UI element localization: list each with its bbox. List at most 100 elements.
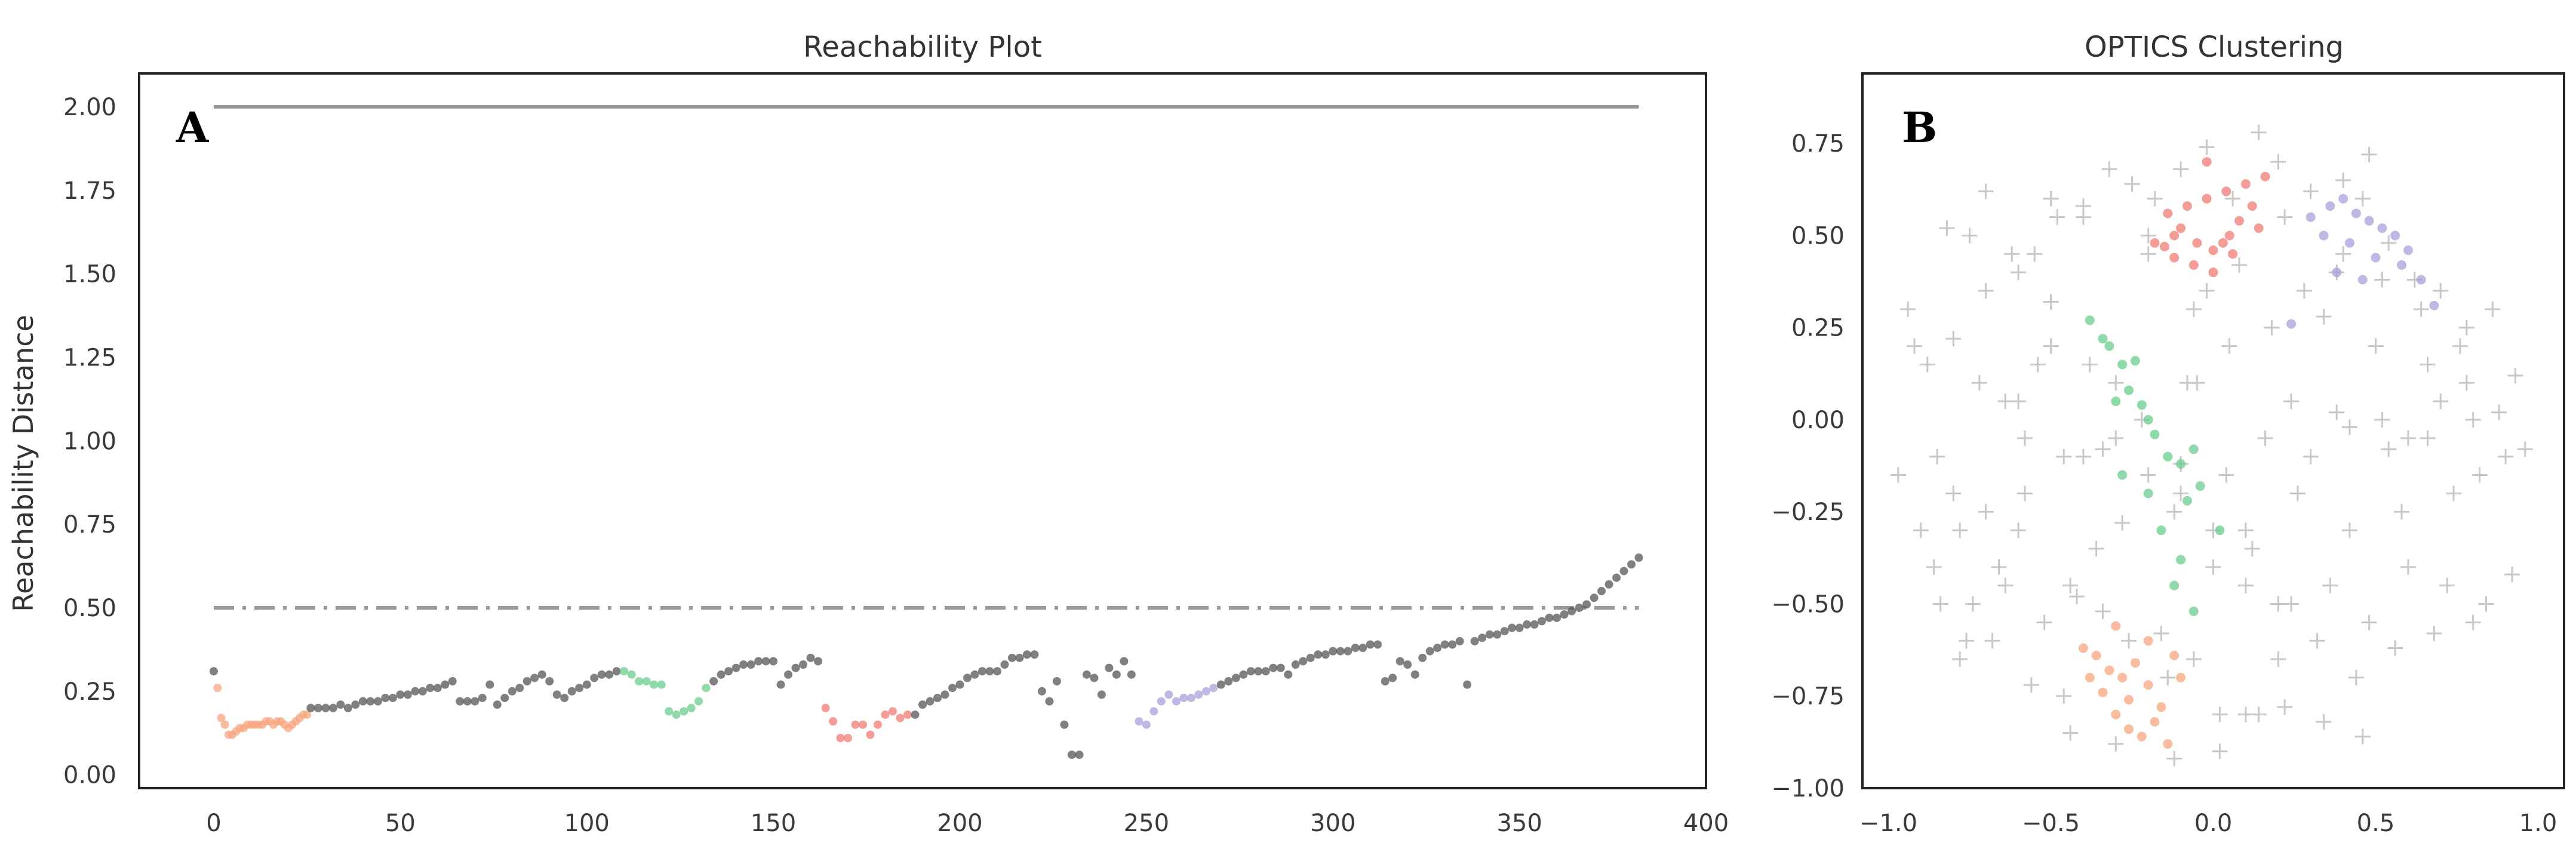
cluster-point: [2215, 525, 2225, 536]
noise-point: [2426, 625, 2442, 641]
reachability-point: [1149, 707, 1158, 716]
noise-point: [2221, 338, 2237, 354]
optics-y-tick-label: 0.50: [1791, 222, 1845, 250]
noise-point: [2082, 356, 2098, 373]
reachability-point: [1493, 630, 1502, 639]
reachability-point: [1508, 623, 1517, 632]
reachability-point: [1306, 653, 1315, 662]
reachability-point: [411, 687, 420, 696]
reachability-point: [829, 717, 838, 726]
reachability-point: [680, 707, 688, 716]
reachability-point: [463, 697, 472, 706]
noise-point: [2341, 522, 2357, 539]
panel-label-a: A: [176, 103, 210, 152]
reachability-point: [836, 734, 845, 743]
noise-point: [2303, 183, 2319, 199]
reachability-point: [784, 670, 793, 679]
reachability-point: [799, 660, 808, 669]
reachability-point: [1575, 603, 1584, 612]
reachability-point: [1052, 677, 1061, 686]
reachability-point: [1112, 670, 1121, 679]
reachability-point: [1470, 636, 1479, 645]
noise-point: [2011, 393, 2027, 410]
reachability-point: [1314, 650, 1323, 659]
reachability-x-ticks: 0 50 100 150 200 250 300 350 400: [206, 810, 1729, 837]
cluster-point: [2111, 621, 2121, 631]
reachability-point: [1231, 674, 1240, 682]
reachability-point: [746, 660, 755, 669]
reachability-point: [1022, 650, 1031, 659]
reachability-point: [1082, 670, 1091, 679]
reachability-x-tick-label: 400: [1683, 810, 1729, 837]
noise-point: [2185, 651, 2202, 668]
noise-point: [2049, 209, 2065, 225]
cluster-point: [2163, 208, 2173, 219]
noise-point: [1997, 577, 2014, 593]
cluster-point: [2111, 709, 2121, 719]
noise-point: [2237, 522, 2254, 539]
cluster-point: [2111, 396, 2121, 407]
noise-point: [2056, 688, 2072, 704]
reachability-point: [537, 670, 546, 679]
noise-point: [2016, 430, 2033, 446]
optics-y-tick-label: 0.75: [1791, 130, 1845, 158]
cluster-point: [2364, 216, 2374, 226]
noise-point: [2225, 190, 2241, 207]
cluster-point: [2169, 650, 2180, 660]
noise-point: [1890, 467, 1906, 483]
noise-point: [2185, 301, 2202, 317]
noise-point: [1984, 633, 2000, 649]
optics-clustering-panel: OPTICS Clustering −1.00 −0.75 −0.50 −0.25 0.…: [1771, 30, 2565, 837]
reachability-point: [709, 677, 718, 686]
reachability-point: [1395, 657, 1404, 666]
reachability-point: [1388, 674, 1397, 682]
reachability-reference-lines: [213, 104, 1639, 610]
optics-x-ticks: −1.0 −0.5 0.0 0.5 1.0: [1859, 810, 2557, 837]
reachability-point: [515, 684, 524, 693]
reachability-point: [1500, 627, 1509, 636]
reachability-point: [597, 670, 606, 679]
reachability-point: [1015, 653, 1024, 662]
noise-point: [2023, 677, 2039, 693]
reachability-point: [213, 684, 222, 693]
reachability-point: [1410, 670, 1419, 679]
noise-point: [2303, 448, 2319, 465]
noise-point: [2244, 540, 2260, 556]
reachability-point: [530, 674, 539, 682]
reachability-points: [209, 553, 1643, 759]
reachability-point: [948, 684, 957, 693]
reachability-point: [874, 720, 883, 729]
cluster-point: [2188, 260, 2199, 270]
reachability-point: [977, 667, 986, 676]
noise-point: [1959, 633, 1975, 649]
noise-point: [1919, 356, 1935, 373]
optics-plot-frame: [1861, 72, 2565, 789]
reachability-point: [575, 684, 584, 693]
noise-point: [1978, 283, 1994, 299]
noise-point: [1900, 301, 1916, 317]
noise-point: [2400, 559, 2416, 575]
noise-point: [2341, 419, 2357, 435]
cluster-point: [2208, 245, 2218, 256]
reachability-point: [582, 680, 591, 689]
reachability-point: [1157, 697, 1166, 706]
noise-point: [2381, 441, 2397, 457]
reachability-point: [1336, 647, 1345, 656]
reachability-point: [448, 677, 457, 686]
cluster-point: [2130, 356, 2140, 366]
reachability-point: [1164, 690, 1173, 699]
reachability-point: [1425, 647, 1434, 656]
cluster-point: [2085, 315, 2095, 325]
cluster-point: [2085, 672, 2095, 682]
reachability-point: [1276, 663, 1285, 672]
noise-point: [2218, 467, 2234, 483]
reachability-point: [642, 677, 651, 686]
reachability-point: [985, 667, 994, 676]
cluster-point: [2091, 650, 2101, 660]
optics-x-tick-label: 1.0: [2519, 810, 2557, 837]
reachability-point: [1560, 610, 1569, 619]
reachability-point: [1373, 640, 1382, 649]
reachability-point: [970, 670, 979, 679]
cluster-point: [2403, 245, 2413, 256]
cluster-point: [2247, 201, 2257, 211]
